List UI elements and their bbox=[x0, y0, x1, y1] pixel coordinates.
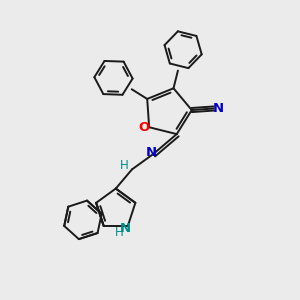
Text: N: N bbox=[120, 222, 131, 235]
Text: N: N bbox=[146, 146, 157, 160]
Text: H: H bbox=[115, 226, 124, 239]
Text: H: H bbox=[120, 158, 129, 172]
Text: N: N bbox=[213, 102, 224, 115]
Text: O: O bbox=[138, 121, 149, 134]
